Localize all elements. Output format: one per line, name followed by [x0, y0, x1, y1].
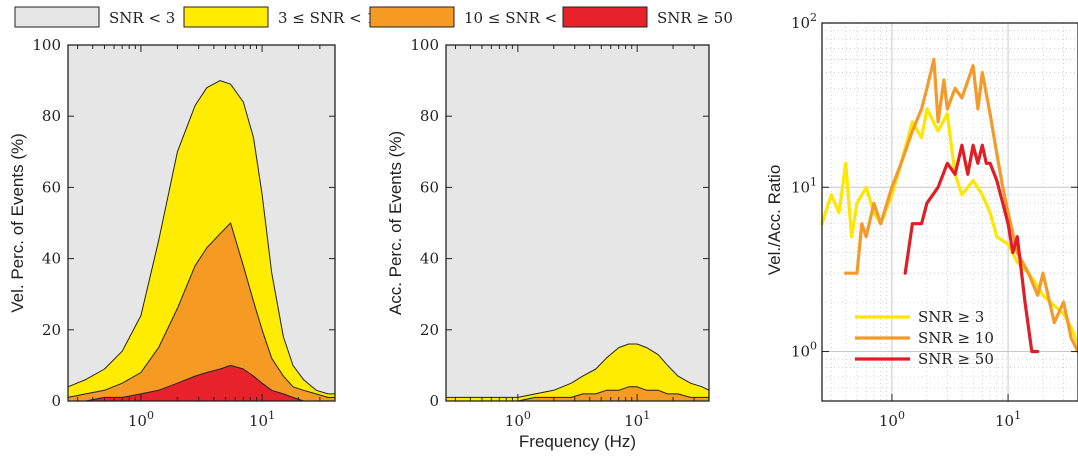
y-tick-label: 60	[420, 178, 439, 196]
legend-swatch	[14, 6, 100, 28]
legend-label: 3 ≤ SNR < 10	[278, 9, 386, 27]
x-axis-label: Frequency (Hz)	[519, 432, 636, 451]
y-tick-label: 40	[420, 250, 439, 268]
ratio-legend: SNR ≥ 3 SNR ≥ 10 SNR ≥ 50	[855, 308, 994, 368]
legend-swatch	[183, 6, 269, 28]
legend-label: 10 ≤ SNR < 50	[464, 9, 581, 27]
y-tick-label: 102	[791, 11, 817, 32]
area-series	[445, 343, 710, 402]
legend-label: SNR ≥ 50	[657, 9, 733, 27]
x-tick-label: 100	[505, 409, 531, 430]
y-tick-label: 80	[420, 107, 439, 125]
y-tick-label: 20	[420, 321, 439, 339]
y-tick-label: 60	[42, 178, 61, 196]
top-legend: SNR < 3 3 ≤ SNR < 10 10 ≤ SNR < 50 SNR ≥ 50	[14, 6, 733, 28]
line-series	[820, 107, 1078, 347]
line-series	[903, 143, 1040, 354]
y-tick-label: 80	[42, 107, 61, 125]
y-tick-label: 101	[791, 175, 817, 196]
legend-label: SNR ≥ 50	[918, 350, 994, 368]
y-tick-label: 40	[42, 250, 61, 268]
legend-label: SNR < 3	[109, 9, 175, 27]
acceleration-percentage-chart: 0 20 40 60 80 100 100 101 Acc. Perc. of Events (…	[386, 36, 710, 451]
y-axis-label: Vel./Acc. Ratio	[765, 165, 784, 276]
legend-swatch	[369, 6, 455, 28]
y-axis-label: Vel. Perc. of Events (%)	[8, 133, 27, 313]
velocity-percentage-chart: 0 20 40 60 80 100 100 101 Vel. Perc. of Events (…	[8, 36, 336, 430]
area-series	[67, 222, 336, 402]
x-tick-label: 101	[249, 409, 275, 430]
plot-frame	[445, 44, 710, 402]
y-axis-label: Acc. Perc. of Events (%)	[386, 131, 405, 315]
x-tick-label: 101	[995, 409, 1021, 430]
x-tick-label: 100	[879, 409, 905, 430]
plot-frame	[821, 22, 1078, 402]
y-tick-label: 20	[42, 321, 61, 339]
legend-label: SNR ≥ 3	[918, 308, 984, 326]
plot-background	[446, 45, 709, 401]
y-tick-label: 0	[51, 392, 61, 410]
line-series	[844, 57, 1078, 354]
legend-swatch	[562, 6, 648, 28]
x-tick-label: 101	[624, 409, 650, 430]
y-tick-label: 100	[791, 340, 817, 361]
plot-frame	[67, 44, 336, 402]
area-series	[67, 80, 336, 402]
y-tick-label: 100	[410, 36, 439, 54]
y-tick-label: 0	[429, 392, 439, 410]
y-tick-label: 100	[32, 36, 61, 54]
x-tick-label: 100	[128, 409, 154, 430]
legend-label: SNR ≥ 10	[918, 329, 994, 347]
